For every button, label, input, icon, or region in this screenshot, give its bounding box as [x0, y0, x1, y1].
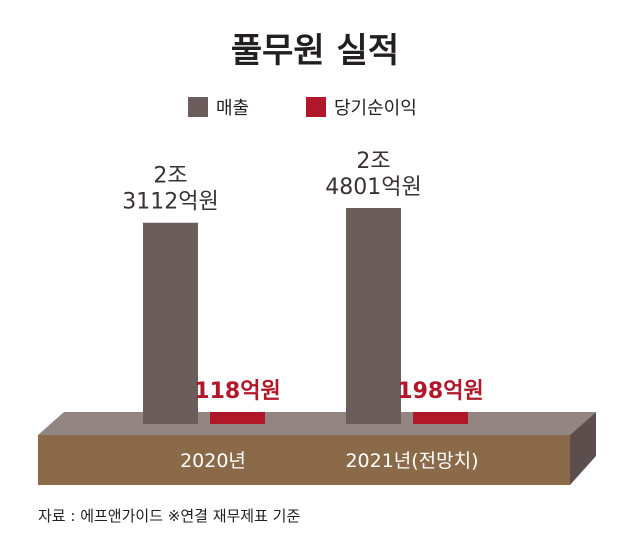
legend-label-1: 당기순이익 — [334, 98, 417, 119]
data-label-0-1-1: 4801억원 — [325, 175, 421, 200]
legend-swatch-1 — [306, 97, 326, 117]
chart-title: 풀무원 실적 — [231, 31, 399, 71]
x-tick-1: 2021년(전망치) — [345, 450, 478, 472]
source-note: 자료 : 에프앤가이드 ※연결 재무제표 기준 — [38, 507, 300, 525]
legend: 매출 당기순이익 — [188, 97, 417, 119]
base-top-face — [38, 412, 596, 435]
x-tick-0: 2020년 — [180, 450, 246, 472]
bar-1-0 — [210, 412, 265, 424]
data-label-0-0-1: 3112억원 — [122, 190, 218, 215]
x-axis-labels: 2020년 2021년(전망치) — [180, 450, 478, 472]
base-front-face — [38, 435, 570, 485]
bar-0-0 — [143, 222, 198, 424]
data-label-1-0-0: 118억원 — [194, 379, 280, 404]
bar-0-1 — [346, 208, 401, 424]
base-side-face — [570, 412, 596, 485]
legend-swatch-0 — [188, 97, 208, 117]
bar-1-1 — [413, 412, 468, 424]
data-label-0-0-0: 2조 — [153, 164, 187, 189]
bars — [143, 208, 468, 424]
data-label-0-1-0: 2조 — [356, 149, 390, 174]
legend-label-0: 매출 — [216, 98, 249, 119]
base-platform — [38, 412, 596, 485]
data-label-1-1-0: 198억원 — [397, 379, 483, 404]
